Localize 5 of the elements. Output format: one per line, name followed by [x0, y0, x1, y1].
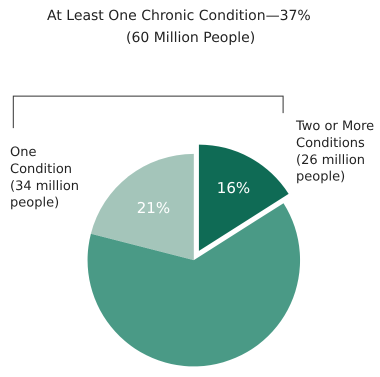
data-label: 21% — [136, 199, 170, 218]
data-label: 16% — [216, 178, 250, 197]
chart-title: At Least One Chronic Condition—37% (60 Million People) — [47, 8, 311, 46]
slice-label: Two or More Conditions (26 million people) — [295, 119, 374, 185]
slice-label: One Condition (34 million people) — [10, 145, 80, 211]
